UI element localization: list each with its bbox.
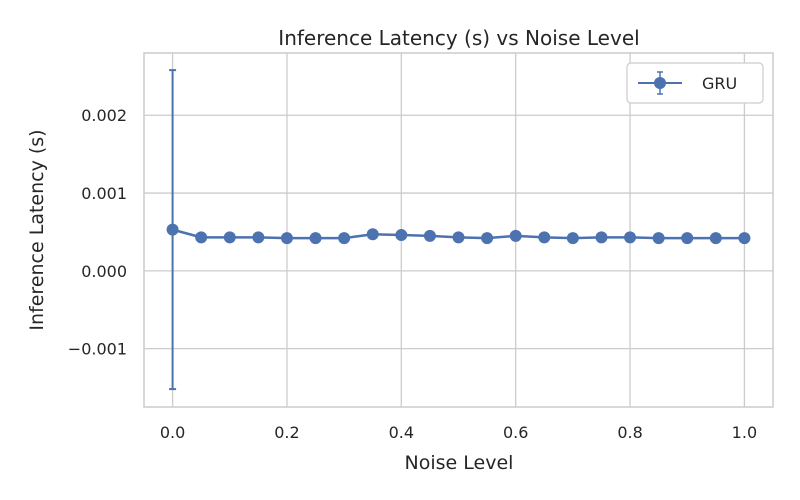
plot-frame [143, 52, 774, 408]
data-point [681, 232, 694, 245]
data-point [423, 229, 436, 242]
series-layer [166, 69, 751, 391]
y-axis-label: Inference Latency (s) [26, 129, 48, 330]
x-tick-label: 0.2 [274, 423, 299, 442]
y-tick-label: −0.001 [68, 340, 127, 359]
data-point [481, 232, 494, 245]
data-point [624, 231, 637, 244]
data-point [366, 228, 379, 241]
data-point [452, 231, 465, 244]
ticks: 0.0 0.2 0.4 0.6 0.8 1.0 −0.001 0.000 0.001 0.002 [68, 106, 757, 442]
data-point [395, 229, 408, 242]
y-tick-label: 0.000 [81, 262, 127, 281]
data-point [538, 231, 551, 244]
data-point [709, 232, 722, 245]
legend-label-gru: GRU [702, 74, 737, 93]
legend-marker [654, 77, 666, 89]
chart-title: Inference Latency (s) vs Noise Level [278, 26, 639, 50]
x-tick-label: 0.4 [389, 423, 414, 442]
data-point [595, 231, 608, 244]
data-point [252, 231, 265, 244]
legend: GRU [626, 62, 764, 104]
data-point [509, 229, 522, 242]
data-point [195, 231, 208, 244]
grid [144, 53, 773, 407]
x-tick-label: 0.6 [503, 423, 528, 442]
x-axis-label: Noise Level [405, 452, 514, 474]
y-tick-label: 0.001 [81, 184, 127, 203]
legend-box [626, 62, 764, 104]
y-tick-label: 0.002 [81, 106, 127, 125]
data-point [652, 232, 665, 245]
data-point [166, 223, 179, 236]
x-tick-label: 1.0 [732, 423, 757, 442]
x-tick-label: 0.0 [160, 423, 185, 442]
data-point [738, 232, 751, 245]
data-point [280, 232, 293, 245]
x-tick-label: 0.8 [617, 423, 642, 442]
data-point [223, 231, 236, 244]
data-point [309, 232, 322, 245]
data-point [566, 232, 579, 245]
data-point [338, 232, 351, 245]
